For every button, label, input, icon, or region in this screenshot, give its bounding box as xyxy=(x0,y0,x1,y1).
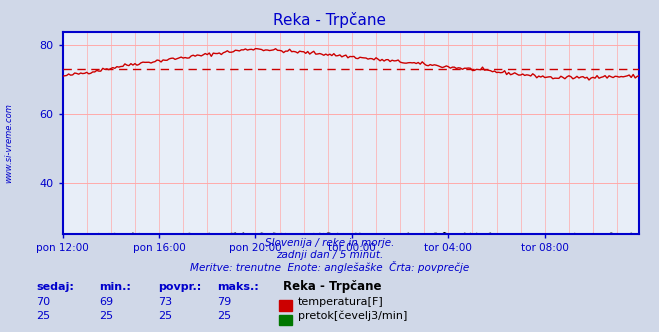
Text: Reka - Trpčane: Reka - Trpčane xyxy=(283,280,382,292)
Text: 73: 73 xyxy=(158,297,172,307)
Text: 70: 70 xyxy=(36,297,50,307)
Text: Meritve: trenutne  Enote: anglešaške  Črta: povprečje: Meritve: trenutne Enote: anglešaške Črta… xyxy=(190,261,469,273)
Text: 25: 25 xyxy=(99,311,113,321)
Text: www.si-vreme.com: www.si-vreme.com xyxy=(4,103,13,183)
Text: 79: 79 xyxy=(217,297,232,307)
Text: 25: 25 xyxy=(158,311,172,321)
Text: 69: 69 xyxy=(99,297,113,307)
Text: Reka - Trpčane: Reka - Trpčane xyxy=(273,12,386,28)
Text: zadnji dan / 5 minut.: zadnji dan / 5 minut. xyxy=(276,250,383,260)
Text: povpr.:: povpr.: xyxy=(158,282,202,291)
Text: min.:: min.: xyxy=(99,282,130,291)
Text: pretok[čevelj3/min]: pretok[čevelj3/min] xyxy=(298,311,407,321)
Text: Slovenija / reke in morje.: Slovenija / reke in morje. xyxy=(265,238,394,248)
Text: sedaj:: sedaj: xyxy=(36,282,74,291)
Text: temperatura[F]: temperatura[F] xyxy=(298,297,384,307)
Text: 25: 25 xyxy=(217,311,231,321)
Text: maks.:: maks.: xyxy=(217,282,259,291)
Text: 25: 25 xyxy=(36,311,50,321)
